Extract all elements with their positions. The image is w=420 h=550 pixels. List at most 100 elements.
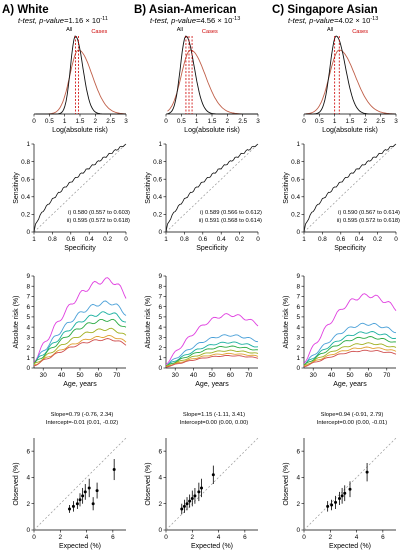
roc-auc-ii: ii) 0.595 (0.572 to 0.618) — [337, 218, 400, 224]
risk-y-tick-label: 2 — [158, 345, 162, 352]
calib-x-label: Expected (%) — [191, 543, 233, 550]
risk-curve-2 — [165, 334, 259, 367]
calib-y-tick-label: 2 — [296, 501, 300, 508]
risk-x-tick-label: 30 — [310, 372, 318, 379]
calib-y-tick-label: 0 — [296, 527, 300, 534]
density-x-tick-label: 1.5 — [208, 118, 217, 125]
calib-point — [81, 494, 85, 498]
calib-x-tick-label: 4 — [355, 534, 359, 541]
roc-diagonal — [165, 143, 259, 233]
roc-curve — [303, 143, 397, 233]
p-value: 1.16 × 10 — [68, 16, 100, 25]
subtitle-prefix: t-test, p-value= — [288, 16, 339, 25]
calib-point — [83, 490, 87, 494]
calib-point — [78, 498, 82, 502]
roc-x-tick-label: 0.2 — [373, 236, 382, 243]
risk-x-tick-label: 30 — [40, 372, 48, 379]
calib-y-tick-label: 4 — [158, 475, 162, 482]
risk-y-tick-label: 3 — [158, 335, 162, 342]
calib-x-label: Expected (%) — [59, 543, 101, 550]
ttest-subtitle: t-test, p-value=4.56 × 10-13 — [150, 16, 240, 25]
calib-y-label: Observed (%) — [145, 462, 152, 505]
roc-x-tick-label: 0.2 — [103, 236, 112, 243]
risk-y-tick-label: 1 — [26, 355, 30, 362]
density-x-tick-label: 0.5 — [315, 118, 324, 125]
calib-y-tick-label: 0 — [158, 527, 162, 534]
roc-y-tick-label: 0.4 — [291, 194, 300, 201]
calib-y-tick-label: 2 — [158, 501, 162, 508]
risk-curve-5 — [303, 342, 397, 366]
roc-y-tick-label: 0.6 — [21, 176, 30, 183]
calib-point — [67, 507, 71, 511]
density-x-tick-label: 2.5 — [238, 118, 247, 125]
calib-point — [211, 473, 215, 477]
density-x-tick-label: 3 — [124, 118, 128, 125]
calib-diagonal — [33, 437, 127, 531]
calib-y-tick-label: 6 — [158, 448, 162, 455]
calib-point — [193, 494, 197, 498]
calib-point — [185, 502, 189, 506]
density-x-tick-label: 1 — [195, 118, 199, 125]
risk-y-label: Absolute risk (%) — [13, 296, 20, 349]
roc-y-tick-label: 0.2 — [153, 212, 162, 219]
risk-y-tick-label: 8 — [158, 283, 162, 290]
density-x-tick-label: 0 — [164, 118, 168, 125]
risk-x-label: Age, years — [195, 381, 229, 388]
roc-y-tick-label: 1 — [296, 141, 300, 148]
ttest-subtitle: t-test, p-value=1.16 × 10-11 — [18, 16, 108, 25]
density-x-tick-label: 1.5 — [346, 118, 355, 125]
risk-curve-5 — [33, 327, 127, 365]
legend-all: All — [327, 27, 333, 33]
roc-x-tick-label: 1 — [32, 236, 36, 243]
calib-y-label: Observed (%) — [13, 462, 20, 505]
risk-x-tick-label: 40 — [328, 372, 336, 379]
risk-y-tick-label: 0 — [26, 365, 30, 372]
roc-x-tick-label: 1 — [302, 236, 306, 243]
density-x-tick-label: 1 — [63, 118, 67, 125]
risk-y-tick-label: 1 — [158, 355, 162, 362]
calib-point — [337, 496, 341, 500]
risk-y-tick-label: 7 — [296, 294, 300, 301]
risk-y-label: Absolute risk (%) — [283, 296, 290, 349]
risk-y-tick-label: 5 — [296, 314, 300, 321]
roc-y-tick-label: 0.4 — [21, 194, 30, 201]
risk-y-tick-label: 8 — [26, 283, 30, 290]
risk-x-tick-label: 60 — [365, 372, 373, 379]
risk-x-tick-label: 50 — [208, 372, 216, 379]
risk-curve-7 — [303, 349, 397, 368]
risk-y-tick-label: 0 — [296, 365, 300, 372]
roc-x-tick-label: 0.6 — [198, 236, 207, 243]
calib-point — [334, 500, 338, 504]
roc-x-tick-label: 0.4 — [355, 236, 364, 243]
risk-curve-2 — [303, 322, 397, 367]
roc-y-tick-label: 0.2 — [21, 212, 30, 219]
calib-point — [188, 499, 192, 503]
roc-auc-ii: ii) 0.595 (0.572 to 0.618) — [67, 218, 130, 224]
roc-x-tick-label: 0.4 — [217, 236, 226, 243]
calib-y-tick-label: 4 — [26, 475, 30, 482]
density-x-tick-label: 0 — [302, 118, 306, 125]
calib-point — [190, 496, 194, 500]
calib-point — [197, 490, 201, 494]
risk-x-tick-label: 70 — [245, 372, 253, 379]
risk-y-tick-label: 9 — [296, 273, 300, 280]
density-x-tick-label: 1.5 — [76, 118, 85, 125]
calib-x-tick-label: 6 — [243, 534, 247, 541]
calib-point — [87, 486, 91, 490]
density-cases-curve — [35, 49, 126, 115]
p-value: 4.02 × 10 — [338, 16, 370, 25]
calib-y-tick-label: 6 — [26, 448, 30, 455]
risk-x-tick-label: 70 — [383, 372, 391, 379]
calib-x-tick-label: 0 — [164, 534, 168, 541]
legend-all: All — [177, 27, 183, 33]
density-x-tick-label: 3 — [394, 118, 398, 125]
risk-x-tick-label: 40 — [190, 372, 198, 379]
calib-point — [180, 507, 184, 511]
density-x-tick-label: 2.5 — [376, 118, 385, 125]
risk-curve-3 — [303, 331, 397, 367]
calib-y-tick-label: 0 — [26, 527, 30, 534]
p-value: 4.56 × 10 — [200, 16, 232, 25]
